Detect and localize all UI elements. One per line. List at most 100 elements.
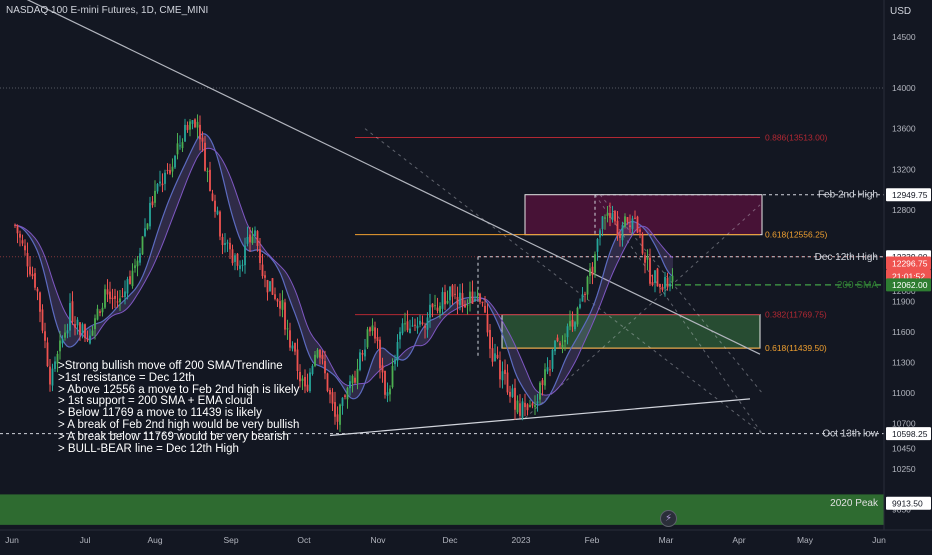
price-tick-label: 11300 (892, 357, 915, 367)
candle-body (291, 345, 294, 349)
candle-body (71, 301, 74, 322)
candle-body (86, 339, 89, 341)
candle-body (299, 371, 301, 382)
candle-body (466, 304, 469, 306)
candle-body (484, 305, 486, 313)
candle-body (289, 330, 291, 348)
candle-body (294, 342, 296, 352)
candle-body (134, 265, 136, 269)
diagonal-guide (364, 128, 763, 434)
candle-body (436, 307, 439, 311)
candle-body (316, 349, 319, 358)
candle-body (129, 276, 131, 285)
candle-body (661, 286, 664, 290)
downtrend-line (26, 0, 761, 355)
candle-body (329, 389, 331, 395)
candle-body (341, 397, 344, 406)
candle-body (344, 395, 346, 398)
candle-body (439, 305, 441, 313)
candle-body (541, 380, 544, 386)
candle-body (251, 236, 254, 244)
candle-body (564, 339, 566, 343)
candle-body (666, 278, 669, 288)
candle-body (199, 124, 201, 140)
candle-body (471, 291, 474, 304)
candle-body (306, 384, 309, 391)
candle-body (314, 354, 316, 366)
candle-body (141, 236, 144, 255)
candle-body (629, 225, 631, 228)
candle-body (394, 359, 396, 365)
candle-body (366, 329, 369, 348)
price-tick-label: 11600 (892, 327, 915, 337)
candle-body (594, 254, 596, 273)
candle-body (476, 296, 479, 298)
candle-body (79, 322, 81, 335)
candle-body (331, 392, 334, 404)
candle-body (304, 377, 306, 387)
candle-body (119, 298, 121, 303)
candle-body (451, 285, 454, 297)
candle-body (301, 378, 304, 381)
candle-body (44, 331, 46, 341)
candle-body (91, 330, 94, 336)
candle-body (626, 217, 629, 223)
oct-low-tag-bg (886, 427, 931, 441)
candle-body (461, 293, 464, 306)
candle-body (514, 387, 516, 410)
note-line: >1st resistance = Dec 12th (58, 371, 195, 384)
candle-body (109, 291, 111, 299)
time-tick-label: Dec (442, 535, 458, 545)
candle-body (34, 273, 36, 288)
candle-body (89, 335, 91, 344)
candle-body (446, 300, 449, 304)
feb-high-tag-bg (886, 188, 931, 202)
candle-body (449, 286, 451, 301)
candle-body (271, 278, 274, 295)
price-tick-label: 12800 (892, 205, 916, 215)
candle-body (46, 342, 49, 367)
candle-body (231, 249, 234, 264)
peak-tag-bg (886, 496, 931, 510)
candle-body (374, 327, 376, 339)
candle-body (551, 349, 554, 369)
candle-body (84, 324, 86, 339)
candle-body (671, 275, 674, 282)
candle-body (486, 314, 489, 333)
candle-body (591, 266, 594, 276)
candle-body (414, 324, 416, 326)
candle-body (74, 324, 76, 328)
candle-body (616, 220, 619, 237)
sma-tag: 12062.00 (892, 280, 928, 290)
candle-body (221, 237, 224, 246)
candle-body (106, 289, 109, 295)
candle-body (226, 242, 229, 244)
candle-body (369, 327, 371, 332)
candle-body (544, 369, 546, 386)
candle-body (24, 245, 26, 251)
candle-body (491, 348, 494, 362)
candle-body (574, 322, 576, 330)
candle-body (524, 402, 526, 408)
note-line: > 1st support = 200 SMA + EMA cloud (58, 395, 253, 408)
candle-body (599, 230, 601, 238)
time-tick-label: Jul (80, 535, 91, 545)
candle-body (201, 137, 204, 142)
candle-body (581, 294, 584, 302)
candle-body (144, 228, 146, 237)
candle-body (324, 361, 326, 374)
time-tick-label: Jun (5, 535, 19, 545)
candle-body (281, 300, 284, 310)
candle-body (156, 183, 159, 192)
candle-body (169, 170, 171, 174)
candle-body (279, 301, 281, 309)
lightning-icon[interactable]: ⚡ (660, 510, 677, 527)
ema-slow-line (14, 147, 674, 396)
candle-body (179, 145, 181, 147)
candle-body (494, 353, 496, 362)
candle-body (171, 166, 174, 172)
candle-body (631, 218, 634, 229)
candle-body (601, 216, 604, 229)
